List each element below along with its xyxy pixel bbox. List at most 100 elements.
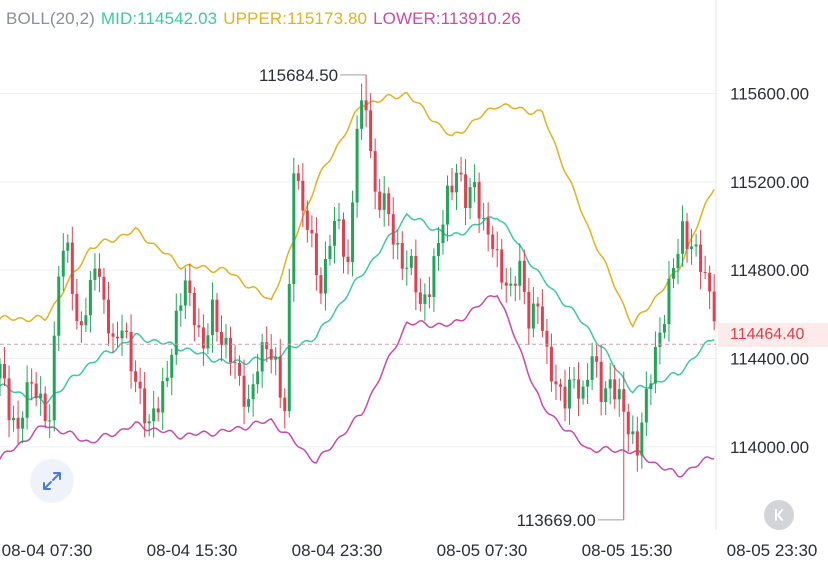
candle [387, 187, 391, 226]
candle-body [93, 268, 97, 280]
candle-body [405, 267, 409, 269]
candle [382, 176, 386, 227]
candle [491, 226, 495, 258]
overlay: 115684.50 113669.00 [0, 66, 716, 530]
expand-button[interactable] [30, 459, 74, 503]
expand-diagonal-icon [43, 472, 61, 490]
candle-body [129, 331, 133, 372]
candle [373, 138, 377, 210]
candle-body [549, 346, 553, 382]
candle [116, 321, 120, 348]
candle-body [387, 193, 391, 215]
candle-body [545, 330, 549, 347]
candle [61, 233, 65, 291]
candle-body [554, 381, 558, 385]
candle-body [206, 335, 210, 349]
candle [188, 263, 192, 307]
candle-body [269, 349, 273, 360]
candle-body [351, 202, 355, 263]
candle-body [581, 386, 585, 399]
candle [459, 157, 463, 182]
candle [635, 416, 639, 472]
candle-body [323, 258, 327, 294]
y-tick-label: 114800.00 [730, 261, 809, 280]
candle [351, 190, 355, 277]
candle-body [504, 282, 508, 286]
candle-body [183, 280, 187, 306]
candle [111, 323, 115, 354]
candle [468, 177, 472, 220]
candle [147, 414, 151, 437]
candle [287, 268, 291, 418]
candle-body [165, 377, 169, 382]
candle-body [12, 417, 16, 421]
candle [215, 292, 219, 342]
candle-body [125, 330, 129, 332]
current-price-tag: 114464.40 [718, 323, 828, 347]
candle-body [635, 431, 639, 456]
candle-body [622, 389, 626, 412]
candle-body [337, 219, 341, 221]
candle [599, 344, 603, 416]
candle [360, 83, 364, 140]
candle-body [265, 342, 269, 350]
candle-body [188, 280, 192, 293]
candle-body [201, 327, 205, 349]
candle-body [346, 256, 350, 263]
candle-body [712, 291, 716, 322]
candle-body [79, 321, 83, 326]
candle [581, 380, 585, 405]
candle-body [251, 384, 255, 400]
candle-body [459, 172, 463, 175]
candle [88, 270, 92, 333]
candle-body [681, 221, 685, 254]
candle [391, 197, 395, 260]
candle [658, 317, 662, 365]
candle-body [314, 233, 318, 276]
candle-body [617, 389, 621, 400]
candle [197, 308, 201, 337]
candle-body [653, 346, 657, 384]
candle [57, 265, 61, 351]
candle-body [233, 362, 237, 364]
candle [143, 372, 147, 438]
candle-body [260, 342, 264, 372]
candle-body [143, 388, 147, 424]
candle-body [400, 243, 404, 269]
candle [296, 164, 300, 190]
candle-body [256, 371, 260, 385]
candle [445, 175, 449, 242]
candle-body [161, 381, 165, 413]
candle-body [531, 303, 535, 329]
candle [39, 376, 43, 416]
candle-body [197, 325, 201, 328]
candle [66, 234, 70, 263]
candle [423, 283, 427, 321]
candle-body [111, 333, 115, 337]
candle-body [3, 364, 7, 379]
candle-body [423, 294, 427, 304]
candle [577, 362, 581, 417]
candle-body [522, 260, 526, 292]
candle-body [332, 220, 336, 246]
candle-body [106, 299, 110, 334]
candle [694, 233, 698, 257]
boll-bands [0, 91, 715, 478]
candle-body [644, 389, 648, 423]
candle-body [7, 378, 11, 421]
candle-body [30, 382, 34, 384]
candle [477, 172, 481, 233]
candle [441, 209, 445, 255]
candle-body [192, 292, 196, 326]
candle-body [242, 375, 246, 407]
candle [332, 206, 336, 264]
candle-body [88, 279, 92, 316]
candle [631, 415, 635, 444]
candle [495, 231, 499, 268]
candle [310, 215, 314, 248]
back-button[interactable] [764, 500, 794, 530]
y-tick-label: 115200.00 [730, 173, 809, 192]
candle [409, 249, 413, 276]
candle-body [613, 379, 617, 400]
